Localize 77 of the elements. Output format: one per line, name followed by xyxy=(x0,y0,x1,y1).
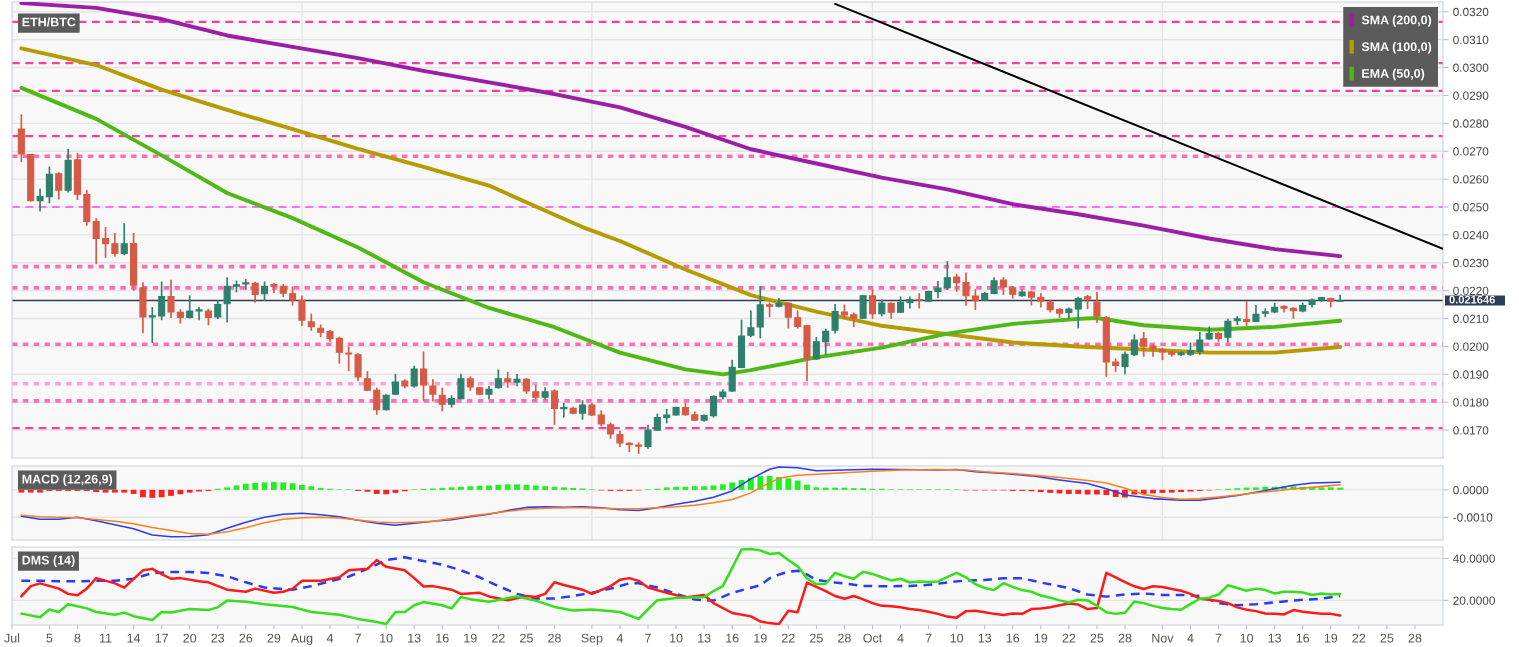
x-tick-label: 4 xyxy=(326,633,334,643)
x-tick-label: 17 xyxy=(155,633,168,643)
y-tick-label: 0.0000 xyxy=(1453,485,1489,495)
x-tick-label: 10 xyxy=(1240,633,1254,643)
y-tick-label: 20.0000 xyxy=(1453,596,1495,605)
x-tick-label: 5 xyxy=(46,633,53,643)
x-tick-label: 28 xyxy=(838,633,851,643)
x-tick-label: 25 xyxy=(810,633,823,643)
x-tick-label: 16 xyxy=(1006,633,1020,643)
x-tick-label: Jul xyxy=(4,633,20,643)
x-tick-label: 28 xyxy=(548,633,561,643)
text: ETH/BTC xyxy=(22,17,76,27)
x-tick-label: 28 xyxy=(1118,633,1132,643)
x-tick-label: 11 xyxy=(99,633,112,643)
x-tick-label: 7 xyxy=(1215,633,1222,643)
x-tick-label: 13 xyxy=(408,633,421,643)
x-tick-label: 25 xyxy=(1090,633,1104,643)
x-tick-label: 19 xyxy=(1034,633,1048,643)
x-tick-label: 16 xyxy=(726,633,739,643)
x-tick-label: 13 xyxy=(1268,633,1282,643)
x-tick-label: 7 xyxy=(645,633,651,643)
y-tick-label: 0.0310 xyxy=(1453,35,1489,45)
x-tick-label: 13 xyxy=(978,633,992,643)
x-tick-label: 20 xyxy=(183,633,197,643)
y-tick-label: 0.0220 xyxy=(1453,286,1489,296)
x-tick-label: 22 xyxy=(1062,633,1076,643)
y-tick-label: 0.0260 xyxy=(1453,175,1489,184)
legend-label: EMA (50,0) xyxy=(1362,68,1425,81)
x-tick-label: Sep xyxy=(581,633,603,645)
x-tick-label: 22 xyxy=(492,633,505,643)
y-tick-label: 0.0200 xyxy=(1453,342,1489,351)
x-tick-label: 19 xyxy=(754,633,767,643)
x-tick-label: 10 xyxy=(950,633,964,643)
x-tick-label: 4 xyxy=(897,633,904,643)
x-tick-label: Oct xyxy=(863,633,883,643)
y-tick-label: 0.0290 xyxy=(1453,91,1489,100)
y-tick-label: 0.0190 xyxy=(1453,370,1489,379)
y-tick-label: 0.0320 xyxy=(1453,7,1489,17)
x-tick-label: 7 xyxy=(355,633,361,643)
x-tick-label: 22 xyxy=(781,633,795,643)
x-tick-label: 4 xyxy=(616,633,624,643)
x-tick-label: 16 xyxy=(1296,633,1310,643)
ref-line-label: 0.021646 xyxy=(1449,295,1495,304)
x-tick-label: Nov xyxy=(1152,633,1174,643)
y-tick-label: 0.0300 xyxy=(1453,63,1489,72)
y-tick-label: 0.0270 xyxy=(1453,147,1489,156)
y-tick-label: 0.0170 xyxy=(1453,426,1489,435)
x-tick-label: 19 xyxy=(464,633,477,643)
x-tick-label: 16 xyxy=(436,633,449,643)
x-tick-label: 29 xyxy=(267,633,281,643)
x-tick-label: 25 xyxy=(520,633,533,643)
y-tick-label: 0.0240 xyxy=(1453,230,1489,240)
text: MACD (12,26,9) xyxy=(22,474,113,486)
x-tick-label: 23 xyxy=(211,633,225,643)
x-tick-label: 10 xyxy=(380,633,393,643)
y-tick-label: 40.0000 xyxy=(1452,554,1495,563)
x-tick-label: 19 xyxy=(1324,633,1338,643)
x-tick-label: 8 xyxy=(74,633,81,643)
x-tick-label: 28 xyxy=(1408,633,1422,643)
y-tick-label: 0.0230 xyxy=(1453,258,1489,268)
x-tick-label: 13 xyxy=(698,633,711,643)
legend-label: SMA (200,0) xyxy=(1361,15,1432,27)
x-tick-label: 14 xyxy=(127,633,141,643)
x-tick-label: 25 xyxy=(1380,633,1394,643)
text: DMS (14) xyxy=(22,555,75,567)
x-tick-label: 10 xyxy=(670,633,683,643)
x-tick-label: 22 xyxy=(1352,633,1366,643)
x-tick-label: 26 xyxy=(239,633,253,643)
y-tick-label: 0.0250 xyxy=(1453,203,1489,212)
x-tick-label: 7 xyxy=(925,633,932,643)
x-tick-label: Aug xyxy=(290,633,313,645)
y-tick-label: 0.0210 xyxy=(1453,314,1489,323)
y-tick-label: 0.0280 xyxy=(1453,119,1489,128)
x-tick-label: 4 xyxy=(1187,633,1194,643)
legend-label: SMA (100,0) xyxy=(1361,41,1432,54)
y-tick-label: -0.0010 xyxy=(1453,513,1493,522)
y-tick-label: 0.0180 xyxy=(1453,398,1489,407)
